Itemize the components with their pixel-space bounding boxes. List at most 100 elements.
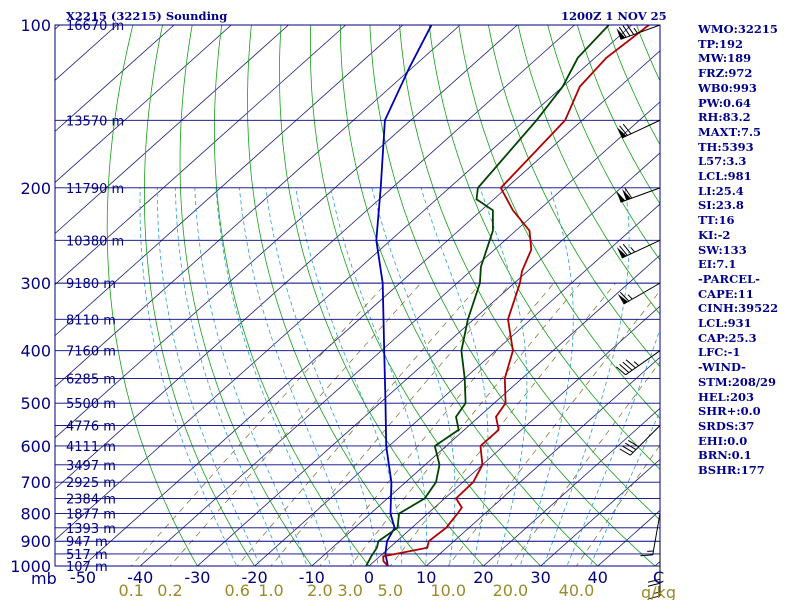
mixing-ratio-label: 40.0 — [559, 581, 595, 600]
index-line: EI:7.1 — [698, 257, 737, 272]
pressure-unit-label: mb — [31, 569, 57, 588]
index-line: CAPE:11 — [698, 286, 754, 301]
moist-adiabat-line — [371, 187, 456, 566]
isotherm-line — [55, 25, 404, 337]
isotherm-line — [82, 50, 660, 566]
wind-barb-shaft — [623, 282, 661, 305]
chart-title: X2215 (32215) Sounding — [66, 9, 227, 23]
pressure-tick-label: 900 — [20, 532, 51, 551]
mixing-ratio-label: 2.0 — [307, 581, 332, 600]
wind-barb-full — [622, 361, 633, 371]
isotherm-line — [425, 356, 660, 566]
wind-barb-flag — [616, 127, 627, 139]
mixing-ratio-label: 3.0 — [337, 581, 362, 600]
index-line: SRDS:37 — [698, 418, 755, 433]
pressure-tick-label: 200 — [20, 179, 51, 198]
temperature-tick-label: 40 — [588, 568, 608, 587]
dry-adiabat-line — [428, 25, 660, 470]
isotherm-line — [482, 407, 660, 566]
mixing-ratio-line — [319, 282, 555, 566]
isotherm-line — [368, 305, 660, 566]
temperature-tick-label: -10 — [299, 568, 325, 587]
wind-barb-full — [647, 578, 661, 583]
axis-labels: 0.1 0.2 0.6 1.0 2.0 3.0 5.0 10.0 20.0 40.0 16670 m… — [10, 16, 608, 600]
moist-adiabat-line — [239, 187, 355, 566]
wind-barb-shaft — [629, 425, 661, 456]
height-label: 3497 m — [66, 459, 116, 474]
diagram-grid — [55, 25, 660, 566]
pressure-tick-label: 100 — [20, 16, 51, 35]
wind-barb-flag — [616, 28, 626, 40]
height-label: 4776 m — [66, 420, 116, 435]
mixing-ratio-unit-label: g/kg — [641, 583, 676, 600]
mixing-ratio-label: 0.1 — [118, 581, 143, 600]
isotherm-line — [55, 25, 346, 286]
wind-barb-half — [630, 247, 636, 253]
index-line: STM:208/29 — [698, 374, 777, 389]
wind-barb — [647, 553, 661, 600]
mixing-ratio-label: 5.0 — [378, 581, 403, 600]
mixing-ratio-line — [236, 282, 481, 566]
wind-barb-flag — [616, 247, 627, 259]
wind-barb — [616, 119, 661, 139]
mixing-ratio-line — [389, 282, 616, 566]
moist-adiabat-line — [566, 327, 660, 566]
mixing-ratio-label: 0.6 — [224, 581, 249, 600]
moist-adiabat-line — [420, 187, 489, 566]
wind-barb-full — [622, 123, 632, 135]
dry-adiabat-line — [517, 25, 660, 315]
index-line: HEL:203 — [698, 389, 754, 404]
wind-barb-full — [615, 366, 626, 376]
wind-barb-full — [627, 439, 640, 448]
index-line: BRN:0.1 — [698, 448, 752, 463]
pressure-tick-label: 1000 — [10, 557, 51, 576]
index-line: MW:189 — [698, 51, 752, 66]
index-line: BSHR:177 — [698, 463, 765, 478]
wind-barb-shaft — [621, 239, 661, 259]
height-label: 4111 m — [66, 440, 116, 455]
temperature-unit-label: C — [653, 568, 664, 587]
temperature-tick-label: -40 — [127, 568, 153, 587]
index-line: SI:23.8 — [698, 198, 744, 213]
index-line: TH:5393 — [698, 139, 754, 154]
moist-adiabat-line — [194, 187, 308, 566]
isotherm-line — [253, 203, 660, 566]
wind-barb-full — [647, 595, 661, 600]
height-label: 1393 m — [66, 522, 116, 537]
index-line: LCL:981 — [698, 169, 752, 184]
index-line: SW:133 — [698, 242, 747, 257]
height-label: 10380 m — [66, 234, 124, 249]
dry-adiabat-line — [247, 25, 427, 566]
stability-index-panel: WMO:32215 TP:192 MW:189 FRZ:972 WB0:993 PW:0.… — [698, 22, 798, 478]
wind-barb-shaft — [625, 350, 661, 376]
dry-adiabat-line — [213, 25, 370, 566]
wind-barb-half — [633, 361, 640, 367]
temperature-tick-label: -50 — [70, 568, 96, 587]
wind-barb-full — [622, 445, 634, 453]
isotherm-line — [196, 152, 660, 566]
wind-barb — [617, 282, 661, 305]
index-line: TT:16 — [698, 213, 735, 228]
wind-barb-half — [653, 591, 661, 594]
wind-barb-full — [622, 25, 631, 37]
wind-barb — [616, 239, 661, 259]
mixing-ratio-line — [270, 282, 511, 566]
wind-barb-shaft — [652, 513, 661, 556]
dry-adiabat-line — [179, 25, 313, 566]
pressure-tick-label: 800 — [20, 505, 51, 524]
index-line: CAP:25.3 — [698, 330, 757, 345]
dry-adiabat-line — [488, 25, 660, 368]
temperature-tick-label: 20 — [473, 568, 493, 587]
moist-adiabat-line — [139, 187, 238, 566]
mixing-ratio-label: 1.0 — [258, 581, 283, 600]
wind-barb — [616, 187, 661, 203]
valid-time: 1200Z 1 NOV 25 — [561, 9, 667, 23]
temperature-trace — [382, 25, 650, 566]
wind-barb-full — [640, 554, 653, 557]
moist-adiabat-line — [543, 187, 630, 566]
dry-adiabat-line — [143, 25, 256, 566]
dry-adiabat-line — [547, 25, 660, 261]
dry-adiabat-line — [339, 25, 599, 566]
index-line: TP:192 — [698, 36, 744, 51]
wind-barb-full — [619, 245, 628, 256]
